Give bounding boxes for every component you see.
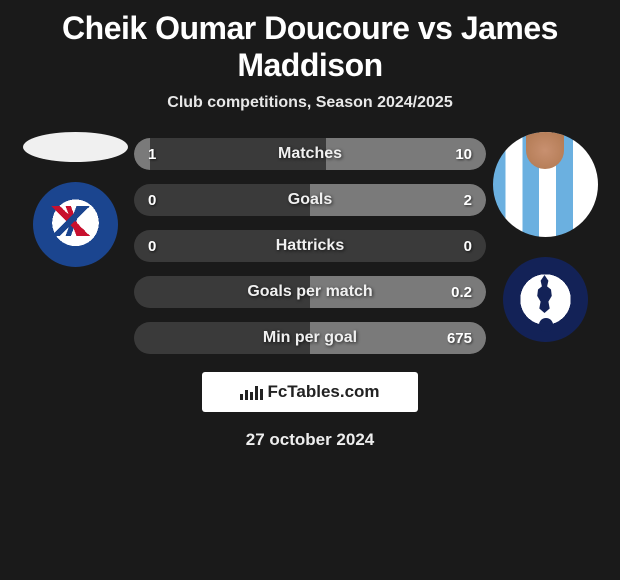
date-text: 27 october 2024 bbox=[0, 412, 620, 468]
stat-row: 110Matches bbox=[134, 138, 486, 170]
stat-row: 02Goals bbox=[134, 184, 486, 216]
left-player-column bbox=[20, 132, 130, 267]
left-club-crest-icon bbox=[33, 182, 118, 267]
stat-label: Min per goal bbox=[134, 329, 486, 347]
subtitle: Club competitions, Season 2024/2025 bbox=[0, 88, 620, 132]
page-title: Cheik Oumar Doucoure vs James Maddison bbox=[0, 0, 620, 88]
stat-label: Goals bbox=[134, 191, 486, 209]
stats-column: 110Matches 02Goals 00Hattricks 0.2Goals per… bbox=[130, 132, 490, 354]
branding-badge: FcTables.com bbox=[202, 372, 418, 412]
right-club-crest-icon bbox=[503, 257, 588, 342]
branding-text: FcTables.com bbox=[267, 382, 379, 402]
comparison-row: 110Matches 02Goals 00Hattricks 0.2Goals per… bbox=[0, 132, 620, 354]
right-player-column bbox=[490, 132, 600, 342]
right-player-avatar bbox=[493, 132, 598, 237]
stat-row: 675Min per goal bbox=[134, 322, 486, 354]
stat-label: Matches bbox=[134, 145, 486, 163]
stat-row: 0.2Goals per match bbox=[134, 276, 486, 308]
comparison-card: Cheik Oumar Doucoure vs James Maddison C… bbox=[0, 0, 620, 468]
stat-label: Hattricks bbox=[134, 237, 486, 255]
bar-chart-icon bbox=[240, 384, 263, 400]
stat-label: Goals per match bbox=[134, 283, 486, 301]
left-player-avatar bbox=[23, 132, 128, 162]
stat-row: 00Hattricks bbox=[134, 230, 486, 262]
